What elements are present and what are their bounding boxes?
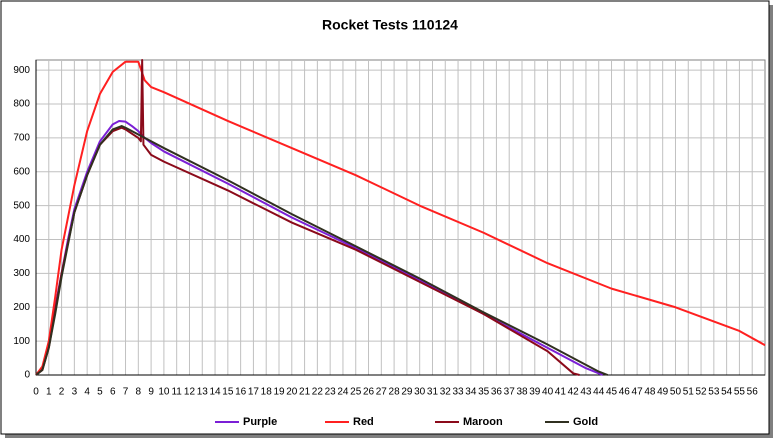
x-tick-label: 24 [337, 387, 349, 398]
x-tick-label: 5 [97, 387, 103, 398]
x-tick-label: 7 [123, 387, 129, 398]
x-tick-label: 2 [59, 387, 65, 398]
legend-label: Purple [243, 416, 277, 428]
y-tick-label: 800 [13, 99, 30, 110]
y-tick-label: 200 [13, 302, 30, 313]
x-tick-label: 19 [273, 387, 285, 398]
x-tick-label: 34 [465, 387, 477, 398]
x-tick-label: 16 [235, 387, 247, 398]
x-tick-label: 4 [84, 387, 90, 398]
x-tick-label: 46 [619, 387, 631, 398]
x-tick-label: 30 [414, 387, 426, 398]
x-tick-label: 31 [427, 387, 439, 398]
x-tick-label: 38 [516, 387, 528, 398]
series-line [35, 60, 766, 376]
x-tick-label: 18 [261, 387, 273, 398]
x-tick-label: 26 [363, 387, 375, 398]
x-tick-label: 25 [350, 387, 362, 398]
y-tick-label: 400 [13, 234, 30, 245]
x-tick-label: 3 [72, 387, 78, 398]
x-tick-label: 48 [644, 387, 656, 398]
x-tick-label: 14 [209, 387, 221, 398]
legend-label: Gold [573, 416, 598, 428]
x-tick-label: 29 [401, 387, 413, 398]
grid [35, 59, 766, 376]
x-tick-label: 36 [491, 387, 503, 398]
y-tick-label: 900 [13, 65, 30, 76]
plot-area [35, 59, 766, 376]
x-tick-label: 42 [568, 387, 580, 398]
x-tick-label: 10 [158, 387, 170, 398]
x-tick-label: 13 [197, 387, 209, 398]
x-tick-label: 33 [452, 387, 464, 398]
x-tick-label: 6 [110, 387, 116, 398]
x-tick-label: 37 [504, 387, 516, 398]
x-tick-label: 15 [222, 387, 234, 398]
x-tick-label: 9 [148, 387, 154, 398]
x-tick-label: 50 [670, 387, 682, 398]
x-tick-label: 35 [478, 387, 490, 398]
x-tick-label: 8 [136, 387, 142, 398]
x-tick-label: 12 [184, 387, 196, 398]
y-tick-label: 600 [13, 166, 30, 177]
x-tick-label: 44 [593, 387, 605, 398]
y-tick-label: 300 [13, 268, 30, 279]
x-tick-label: 21 [299, 387, 311, 398]
x-tick-label: 11 [171, 387, 182, 398]
x-tick-label: 47 [632, 387, 644, 398]
x-tick-label: 39 [529, 387, 541, 398]
x-tick-label: 22 [312, 387, 324, 398]
y-tick-label: 0 [24, 370, 30, 381]
legend-label: Red [353, 416, 374, 428]
legend-label: Maroon [463, 416, 503, 428]
y-tick-label: 100 [13, 336, 30, 347]
series-line [35, 125, 609, 376]
x-tick-label: 43 [580, 387, 592, 398]
y-tick-label: 700 [13, 133, 30, 144]
x-tick-label: 56 [747, 387, 759, 398]
x-tick-label: 53 [708, 387, 720, 398]
x-tick-label: 1 [46, 387, 52, 398]
x-tick-label: 0 [33, 387, 39, 398]
legend: Purple Red Maroon Gold [215, 416, 598, 428]
y-tick-label: 500 [13, 200, 30, 211]
chart-title: Rocket Tests 110124 [322, 17, 458, 33]
x-tick-label: 49 [657, 387, 669, 398]
x-tick-label: 27 [376, 387, 388, 398]
x-tick-label: 51 [683, 387, 695, 398]
x-tick-label: 23 [325, 387, 337, 398]
x-tick-label: 52 [695, 387, 707, 398]
x-tick-label: 40 [542, 387, 554, 398]
x-tick-label: 54 [721, 387, 733, 398]
x-tick-label: 41 [555, 387, 567, 398]
x-tick-label: 55 [734, 387, 746, 398]
x-tick-label: 32 [440, 387, 452, 398]
x-tick-label: 17 [248, 387, 260, 398]
x-tick-label: 45 [606, 387, 618, 398]
x-tick-label: 20 [286, 387, 298, 398]
lines [35, 59, 766, 376]
x-tick-label: 28 [389, 387, 401, 398]
